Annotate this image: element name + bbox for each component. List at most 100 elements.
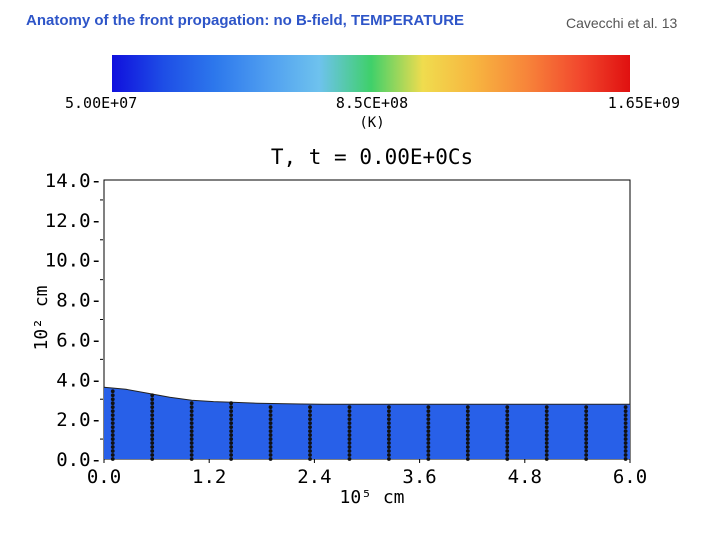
grid-marker <box>426 421 431 426</box>
grid-marker <box>584 425 589 430</box>
grid-marker <box>229 457 234 461</box>
grid-marker <box>505 449 510 453</box>
grid-marker <box>229 453 234 457</box>
grid-marker <box>268 437 273 441</box>
grid-marker <box>110 437 115 441</box>
grid-marker <box>268 413 273 418</box>
grid-marker <box>505 417 510 422</box>
grid-marker <box>465 441 470 445</box>
grid-marker <box>623 425 628 430</box>
grid-marker <box>110 421 115 426</box>
grid-marker <box>584 453 589 457</box>
grid-marker <box>623 421 628 426</box>
grid-marker <box>308 417 312 422</box>
grid-marker <box>387 425 391 430</box>
grid-marker <box>505 425 510 430</box>
grid-marker <box>189 421 194 426</box>
grid-marker <box>465 433 470 437</box>
grid-marker <box>229 441 234 445</box>
grid-marker <box>110 445 115 449</box>
grid-marker <box>465 445 470 449</box>
grid-marker <box>268 453 273 457</box>
grid-marker <box>623 413 628 418</box>
grid-marker <box>387 449 391 453</box>
grid-marker <box>584 421 589 426</box>
grid-marker <box>308 437 312 441</box>
grid-marker <box>150 453 155 457</box>
grid-marker <box>229 417 234 422</box>
marker-column <box>110 389 115 461</box>
grid-marker <box>189 445 194 449</box>
y-axis-ticks: 0.0- 2.0- 4.0- 6.0- 8.0- 10.0- 12.0- 14.0- <box>45 170 103 471</box>
grid-marker <box>150 441 155 445</box>
grid-marker <box>189 401 194 406</box>
grid-marker <box>623 405 628 410</box>
grid-marker <box>544 441 549 445</box>
grid-marker <box>544 437 549 441</box>
grid-marker <box>505 429 510 433</box>
x-tick-label: 1.2 <box>192 466 226 488</box>
grid-marker <box>623 429 628 433</box>
grid-marker <box>584 441 589 445</box>
grid-marker <box>387 417 391 422</box>
marker-column <box>505 405 510 461</box>
grid-marker <box>189 437 194 441</box>
grid-marker <box>189 413 194 418</box>
marker-column <box>623 405 628 461</box>
grid-marker <box>584 409 589 414</box>
grid-marker <box>347 437 352 441</box>
grid-marker <box>623 441 628 445</box>
grid-marker <box>584 405 589 410</box>
grid-marker <box>347 425 352 430</box>
grid-marker <box>584 433 589 437</box>
grid-marker <box>189 453 194 457</box>
grid-marker <box>623 449 628 453</box>
marker-column <box>584 405 589 461</box>
grid-marker <box>465 457 470 461</box>
grid-marker <box>189 425 194 430</box>
grid-marker <box>544 453 549 457</box>
y-tick-label: 10.0- <box>45 250 102 272</box>
grid-marker <box>308 441 312 445</box>
grid-marker <box>347 413 352 418</box>
grid-marker <box>308 457 312 461</box>
marker-column <box>544 405 549 461</box>
grid-marker <box>189 433 194 437</box>
grid-marker <box>584 457 589 461</box>
grid-marker <box>229 413 234 418</box>
x-axis-label: 10⁵ cm <box>339 487 404 508</box>
grid-marker <box>426 429 431 433</box>
grid-marker <box>110 417 115 422</box>
grid-marker <box>505 421 510 426</box>
grid-marker <box>584 429 589 433</box>
grid-marker <box>150 425 155 430</box>
grid-marker <box>426 409 431 414</box>
grid-marker <box>544 409 549 414</box>
grid-marker <box>387 413 391 418</box>
grid-marker <box>150 405 155 410</box>
grid-marker <box>229 409 234 414</box>
marker-column <box>308 405 312 461</box>
grid-marker <box>110 401 115 406</box>
grid-marker <box>544 445 549 449</box>
grid-marker <box>623 457 628 461</box>
y-tick-label: 12.0- <box>45 210 102 232</box>
grid-marker <box>544 449 549 453</box>
grid-marker <box>347 449 352 453</box>
front-boundary-line <box>103 386 630 405</box>
grid-marker <box>347 453 352 457</box>
grid-marker <box>465 437 470 441</box>
x-tick-label: 0.0 <box>87 466 121 488</box>
marker-column <box>347 405 352 461</box>
grid-marker <box>544 421 549 426</box>
slide-credit: Cavecchi et al. 13 <box>566 15 678 31</box>
grid-marker <box>308 429 312 433</box>
grid-marker <box>150 437 155 441</box>
grid-marker <box>150 457 155 461</box>
grid-marker <box>268 445 273 449</box>
grid-marker <box>268 405 273 410</box>
marker-column <box>229 401 234 461</box>
grid-marker <box>623 453 628 457</box>
grid-marker <box>544 413 549 418</box>
grid-marker <box>189 429 194 433</box>
